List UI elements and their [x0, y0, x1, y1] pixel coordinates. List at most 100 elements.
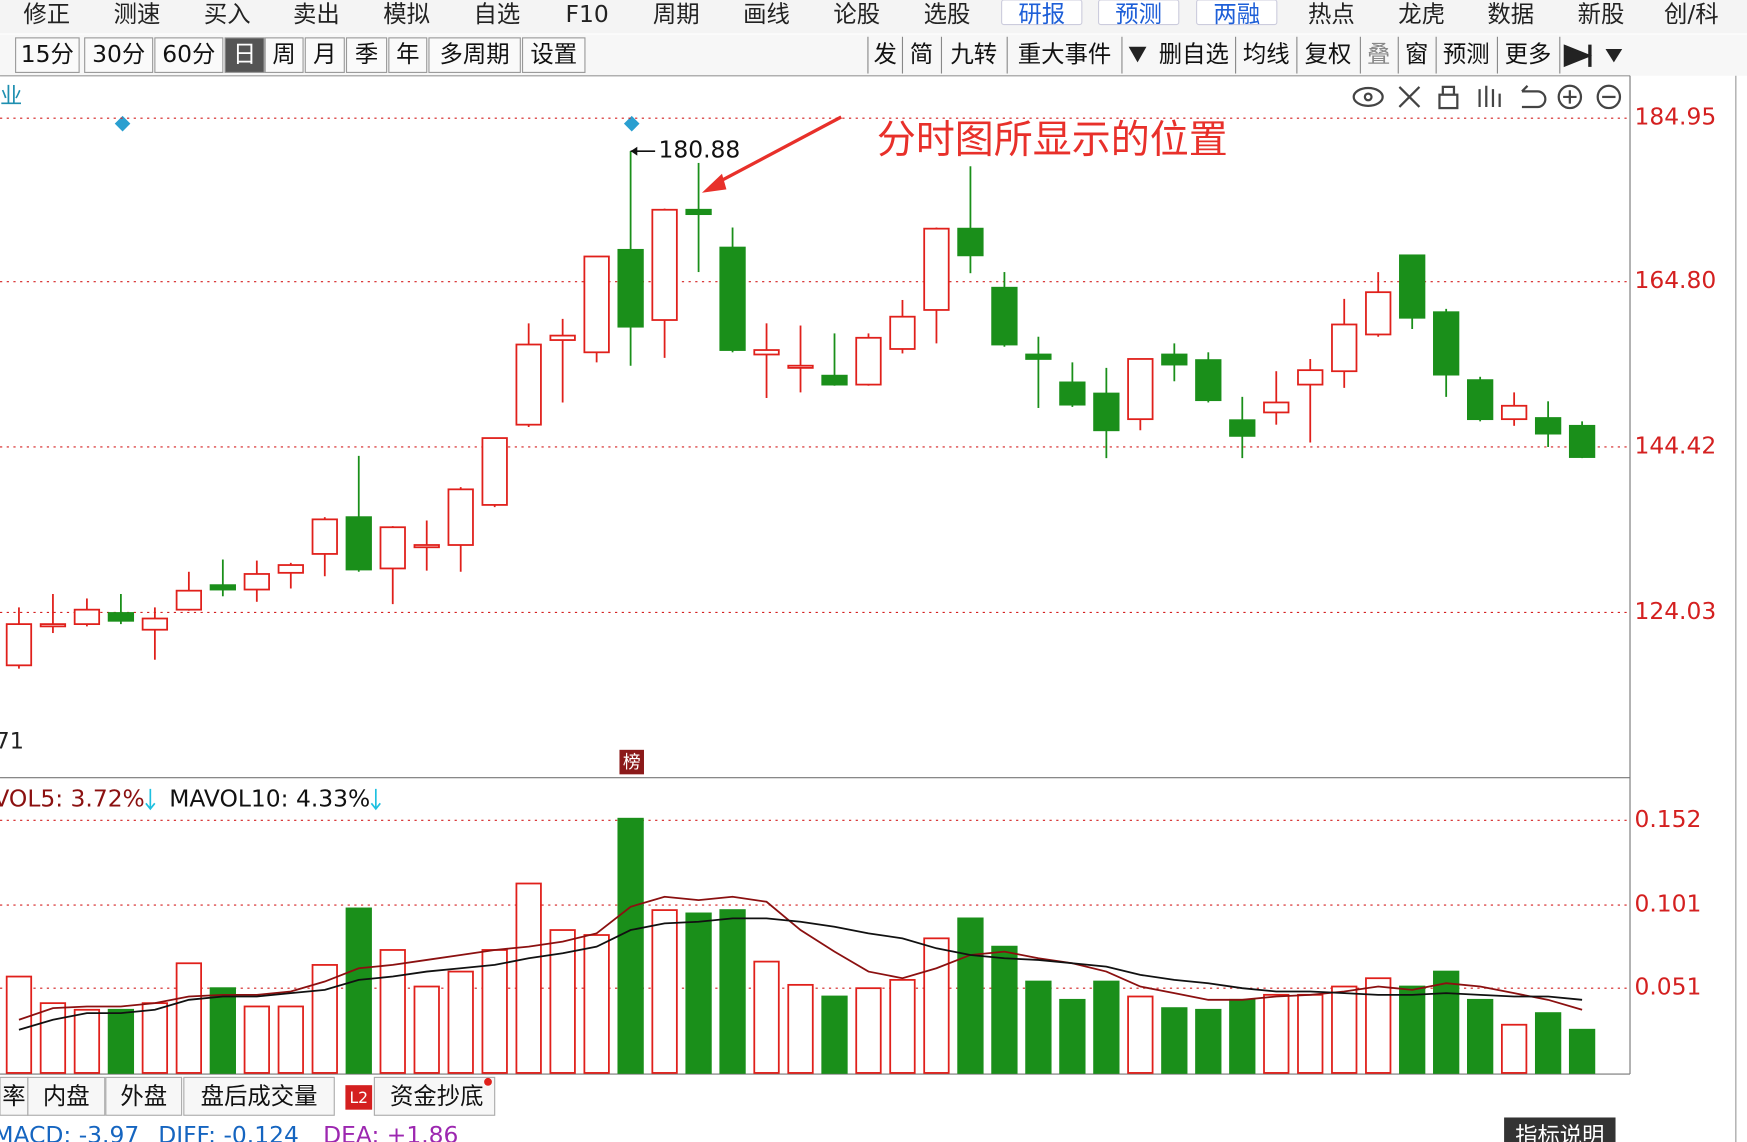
period-tab-bg[interactable] — [304, 37, 345, 73]
bottom-tab-bg[interactable] — [373, 1076, 496, 1116]
candle-body — [1195, 359, 1222, 402]
period-tab-bg[interactable] — [15, 37, 80, 73]
hand-icon[interactable] — [1478, 85, 1501, 107]
tool-button[interactable]: 删自选 — [1159, 40, 1229, 68]
dropdown-icon[interactable] — [1128, 46, 1147, 63]
menu-item[interactable]: 修正 — [23, 0, 70, 28]
period-tab[interactable]: 多周期 — [440, 40, 510, 68]
period-tab-bg[interactable] — [428, 37, 521, 73]
l2-badge-bg[interactable] — [345, 1085, 373, 1110]
menu-item[interactable]: 周期 — [653, 0, 700, 28]
candle-body — [1331, 323, 1358, 373]
menu-item[interactable]: 龙虎 — [1398, 0, 1445, 28]
menu-item[interactable]: 预测 — [1115, 0, 1162, 28]
lock-icon[interactable] — [1438, 93, 1459, 110]
tool-button[interactable]: 九转 — [950, 40, 997, 68]
dropdown-icon[interactable] — [1605, 49, 1623, 63]
period-tab[interactable]: 周 — [272, 40, 295, 68]
menu-item[interactable]: 新股 — [1578, 0, 1625, 28]
period-tab[interactable]: 15分 — [21, 40, 74, 68]
bottom-tab[interactable]: 资金抄底 — [390, 1082, 484, 1110]
tool-button[interactable]: 更多 — [1505, 40, 1552, 68]
y-tick-label: 124.03 — [1634, 597, 1716, 625]
period-tab[interactable]: 设置 — [530, 40, 577, 68]
menu-highlight[interactable] — [1098, 0, 1180, 26]
undo-icon[interactable] — [1521, 85, 1547, 109]
help-button-bg[interactable] — [1504, 1117, 1616, 1142]
period-tab-bg[interactable] — [154, 37, 224, 73]
menu-item[interactable]: 测速 — [114, 0, 161, 28]
volume-bar — [277, 1005, 304, 1074]
period-tab[interactable]: 季 — [355, 40, 378, 68]
period-tab-bg[interactable] — [264, 37, 304, 73]
volume-bar — [753, 960, 780, 1074]
period-tab-bg[interactable] — [224, 37, 265, 73]
menu-item[interactable]: F10 — [566, 0, 609, 28]
period-tab[interactable]: 年 — [396, 40, 419, 68]
bottom-tab-bg[interactable] — [27, 1076, 106, 1116]
bottom-tab[interactable]: 率 — [2, 1082, 25, 1110]
candle-body — [1467, 379, 1494, 421]
menu-item[interactable]: 买入 — [204, 0, 251, 28]
candle-body — [1500, 404, 1528, 421]
l2-badge[interactable]: L2 — [349, 1089, 368, 1107]
volume-bar — [1195, 1008, 1222, 1074]
candle-body — [685, 208, 712, 216]
period-tab[interactable]: 30分 — [92, 40, 145, 68]
menu-item[interactable]: 热点 — [1308, 0, 1355, 28]
menu-item[interactable]: 自选 — [474, 0, 521, 28]
menu-highlight[interactable] — [1001, 0, 1083, 26]
menu-highlight[interactable] — [1196, 0, 1278, 26]
expand-icon[interactable] — [1563, 44, 1593, 68]
bottom-tab-bg[interactable] — [0, 1076, 29, 1116]
menu-item[interactable]: 论股 — [833, 0, 880, 28]
volume-bar — [1534, 1012, 1562, 1074]
zoom-out-icon[interactable] — [1596, 84, 1622, 110]
period-tab[interactable]: 日 — [233, 40, 256, 68]
badge-bg[interactable] — [619, 749, 644, 775]
period-tab-bg[interactable] — [521, 37, 586, 73]
tool-button[interactable]: 重大事件 — [1018, 40, 1112, 68]
max-pointer-head — [630, 146, 638, 156]
tool-button[interactable]: 窗 — [1405, 40, 1428, 68]
tool-button[interactable]: 叠 — [1367, 40, 1390, 68]
tool-button[interactable]: 预测 — [1443, 40, 1490, 68]
tool-button[interactable]: 简 — [910, 40, 933, 68]
scissors-icon[interactable] — [1398, 86, 1421, 108]
bottom-tab[interactable]: 盘后成交量 — [201, 1082, 318, 1110]
menu-item[interactable]: 创/科 — [1664, 0, 1719, 28]
menu-item[interactable]: 卖出 — [293, 0, 340, 28]
period-tab-bg[interactable] — [84, 37, 154, 73]
menu-item[interactable]: 选股 — [924, 0, 971, 28]
menu-item[interactable]: 画线 — [743, 0, 790, 28]
zoom-in-icon[interactable] — [1557, 84, 1583, 110]
y-tick-label: 184.95 — [1634, 103, 1716, 131]
candle-body — [175, 589, 203, 611]
volume-bar — [889, 978, 916, 1074]
y-tick-label: 0.152 — [1634, 805, 1701, 833]
bottom-tab-bg[interactable] — [183, 1076, 335, 1116]
eye-icon[interactable] — [1352, 86, 1384, 107]
bottom-tab[interactable]: 内盘 — [43, 1082, 90, 1110]
volume-bar — [1568, 1028, 1596, 1074]
period-tab[interactable]: 60分 — [162, 40, 215, 68]
bottom-tab-bg[interactable] — [105, 1076, 183, 1116]
menu-item[interactable]: 模拟 — [383, 0, 430, 28]
menu-item[interactable]: 研报 — [1018, 0, 1065, 28]
menu-item[interactable]: 两融 — [1213, 0, 1260, 28]
bottom-tab[interactable]: 外盘 — [120, 1082, 167, 1110]
period-tab[interactable]: 月 — [313, 40, 336, 68]
candle-body — [957, 227, 984, 257]
period-tab-bg[interactable] — [388, 37, 428, 73]
period-tab-bg[interactable] — [345, 37, 388, 73]
tool-button[interactable]: 发 — [874, 40, 897, 68]
tool-button[interactable]: 均线 — [1243, 40, 1290, 68]
candle-body — [1365, 291, 1392, 336]
tool-button[interactable]: 复权 — [1305, 40, 1352, 68]
volume-bar — [991, 945, 1018, 1074]
menu-item[interactable]: 数据 — [1487, 0, 1534, 28]
candle-body — [1093, 392, 1120, 432]
candle-body — [379, 526, 406, 570]
badge[interactable]: 榜 — [623, 752, 641, 773]
help-button[interactable]: 指标说明 — [1515, 1123, 1604, 1142]
